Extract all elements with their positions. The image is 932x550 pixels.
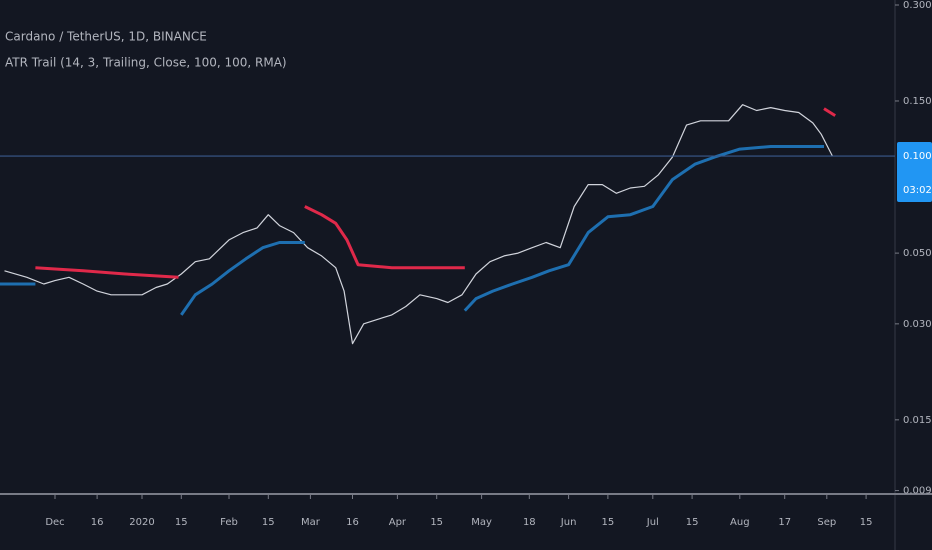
countdown: 03:02:05 bbox=[903, 185, 932, 196]
x-tick-label: Dec bbox=[45, 517, 64, 528]
x-tick-label: Apr bbox=[389, 517, 407, 528]
y-tick-label: 0.01500 bbox=[903, 415, 932, 426]
x-tick-label: 17 bbox=[778, 517, 791, 528]
series-line bbox=[0, 145, 824, 316]
x-tick-label: 16 bbox=[346, 517, 359, 528]
chart-subtitle: ATR Trail (14, 3, Trailing, Close, 100, … bbox=[5, 56, 287, 70]
x-tick-label: 15 bbox=[430, 517, 443, 528]
x-tick-label: Aug bbox=[730, 517, 750, 528]
y-tick-label: 0.30000 bbox=[903, 0, 932, 11]
x-tick-label: Jul bbox=[646, 517, 659, 528]
x-tick-label: May bbox=[471, 517, 492, 528]
y-tick-label: 0.00900 bbox=[903, 486, 932, 497]
price-box bbox=[897, 142, 932, 203]
y-tick-label: 0.03000 bbox=[903, 319, 932, 330]
series-line bbox=[4, 104, 833, 345]
x-tick-label: 15 bbox=[602, 517, 615, 528]
x-tick-label: 15 bbox=[686, 517, 699, 528]
x-tick-label: 15 bbox=[175, 517, 188, 528]
y-tick-label: 0.05000 bbox=[903, 248, 932, 259]
x-tick-label: Feb bbox=[220, 517, 238, 528]
x-tick-label: 15 bbox=[262, 517, 275, 528]
x-tick-label: 15 bbox=[860, 517, 873, 528]
chart-title: Cardano / TetherUS, 1D, BINANCE bbox=[5, 30, 207, 44]
series-line bbox=[35, 107, 836, 279]
x-tick-label: 18 bbox=[523, 517, 536, 528]
x-tick-label: 16 bbox=[91, 517, 104, 528]
x-tick-label: Jun bbox=[560, 517, 577, 528]
x-tick-label: 2020 bbox=[129, 517, 154, 528]
x-tick-label: Sep bbox=[817, 517, 836, 528]
y-tick-label: 0.15000 bbox=[903, 96, 932, 107]
last-price-label: 0.10078 bbox=[903, 151, 932, 162]
x-tick-label: Mar bbox=[301, 517, 321, 528]
